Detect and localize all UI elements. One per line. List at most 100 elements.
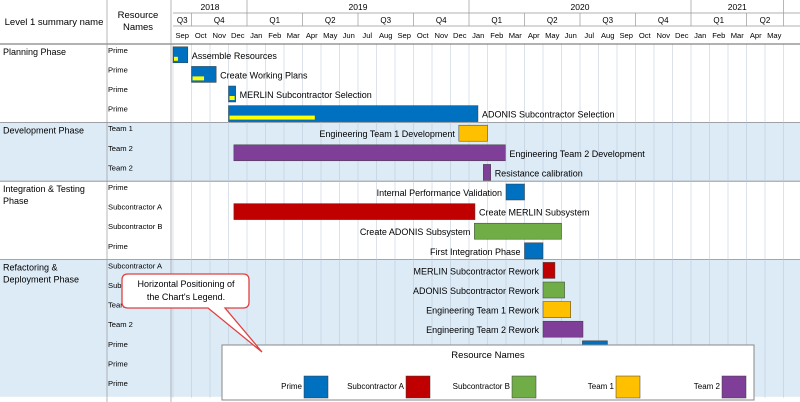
quarter-label: Q3: [380, 16, 391, 25]
legend-swatch: [405, 375, 431, 399]
month-label: Oct: [639, 31, 652, 40]
month-label: Sep: [619, 31, 633, 40]
quarter-label: Q2: [325, 16, 336, 25]
callout-text-line2: the Chart's Legend.: [147, 292, 225, 302]
task-label: Assemble Resources: [192, 51, 278, 61]
group-name: Phase: [3, 196, 29, 206]
quarter-label: Q4: [658, 16, 669, 25]
task-bar: [542, 301, 571, 318]
month-label: Jun: [565, 31, 577, 40]
legend-label: Team 1: [588, 382, 615, 391]
row-labels: Planning Phase Prime Prime Prime Prime Develo…: [3, 46, 163, 388]
month-label: Sep: [397, 31, 411, 40]
resource-name: Prime: [108, 65, 128, 74]
month-label: Nov: [212, 31, 226, 40]
resource-name: Team 2: [108, 163, 133, 172]
task-bar: [458, 124, 488, 142]
legend-swatch: [303, 375, 329, 399]
month-label: Aug: [601, 31, 615, 40]
task-label: Engineering Team 1 Development: [319, 129, 455, 139]
callout-text-line1: Horizontal Positioning of: [137, 279, 235, 289]
month-label: Apr: [528, 31, 540, 40]
resource-name: Team 1: [108, 124, 133, 133]
quarter-label: Q3: [602, 16, 613, 25]
progress-bar: [192, 76, 205, 81]
resource-name: Prime: [108, 183, 128, 192]
task-label: Internal Performance Validation: [377, 188, 502, 198]
legend-label: Prime: [281, 382, 302, 391]
group-name: Refactoring &: [3, 263, 58, 273]
legend-label: Team 2: [694, 382, 721, 391]
resource-name: Team 1: [108, 301, 133, 310]
legend: Resource Names Prime Subcontractor A Subco…: [221, 344, 755, 401]
task-bar: [474, 222, 562, 240]
quarter-label: Q2: [547, 16, 558, 25]
legend-swatch: [511, 375, 537, 399]
task-label: Engineering Team 2 Rework: [426, 325, 539, 335]
group-name: Development Phase: [3, 125, 84, 135]
month-label: Aug: [379, 31, 393, 40]
task-label: Engineering Team 2 Development: [509, 149, 645, 159]
legend-swatch: [721, 375, 747, 399]
summary-column-header: Level 1 summary name: [5, 17, 104, 28]
month-label: Nov: [656, 31, 670, 40]
month-label: May: [323, 31, 338, 40]
month-label: Jan: [472, 31, 484, 40]
resource-name: Team 2: [108, 320, 133, 329]
month-label: Jul: [584, 31, 594, 40]
month-label: Apr: [306, 31, 318, 40]
month-label: Mar: [509, 31, 523, 40]
task-bar: [542, 320, 584, 338]
year-label: 2020: [571, 2, 590, 12]
resource-name: Subcontractor A: [108, 203, 163, 212]
task-bars: Assemble Resources Create Working Plans ME…: [172, 46, 712, 397]
month-label: Jan: [694, 31, 706, 40]
month-label: Mar: [731, 31, 745, 40]
quarter-label: Q1: [491, 16, 502, 25]
group-name: Integration & Testing: [3, 184, 85, 194]
month-label: Dec: [231, 31, 245, 40]
task-label: MERLIN Subcontractor Selection: [240, 90, 372, 100]
legend-label: Subcontractor A: [347, 382, 405, 391]
month-label: Feb: [712, 31, 725, 40]
month-label: Feb: [268, 31, 281, 40]
resource-column-header-line1: Resource: [118, 10, 159, 21]
task-label: Resistance calibration: [495, 168, 583, 178]
task-bar: [542, 262, 556, 279]
month-label: Jun: [343, 31, 355, 40]
month-label: Dec: [675, 31, 689, 40]
quarter-label: Q3: [177, 16, 188, 25]
resource-name: Prime: [108, 85, 128, 94]
progress-bar: [229, 115, 315, 120]
legend-label: Subcontractor B: [453, 382, 510, 391]
progress-bar: [174, 56, 178, 61]
month-label: Nov: [434, 31, 448, 40]
group-name: Deployment Phase: [3, 275, 79, 285]
task-bar: [483, 164, 491, 181]
month-label: Sep: [175, 31, 189, 40]
quarter-label: Q1: [269, 16, 280, 25]
resource-name: Prime: [108, 242, 128, 251]
progress-bar: [229, 96, 235, 100]
month-label: Oct: [417, 31, 430, 40]
callout: Horizontal Positioning of the Chart's Le…: [121, 273, 263, 353]
resource-name: Subcontractor A: [108, 261, 163, 270]
month-label: Oct: [195, 31, 208, 40]
task-label: Create ADONIS Subsystem: [360, 227, 471, 237]
month-label: Jan: [250, 31, 262, 40]
month-label: Feb: [490, 31, 503, 40]
month-label: Jul: [362, 31, 372, 40]
callout-shape: [121, 273, 263, 353]
resource-name: Subcontractor B: [108, 222, 162, 231]
task-bar: [233, 203, 476, 220]
resource-name: Prime: [108, 359, 128, 368]
resource-name: Team 2: [108, 144, 133, 153]
resource-column-header-line2: Names: [123, 22, 153, 33]
task-bar: [228, 85, 236, 103]
task-label: ADONIS Subcontractor Selection: [482, 110, 615, 120]
month-label: May: [767, 31, 782, 40]
month-label: Apr: [750, 31, 762, 40]
